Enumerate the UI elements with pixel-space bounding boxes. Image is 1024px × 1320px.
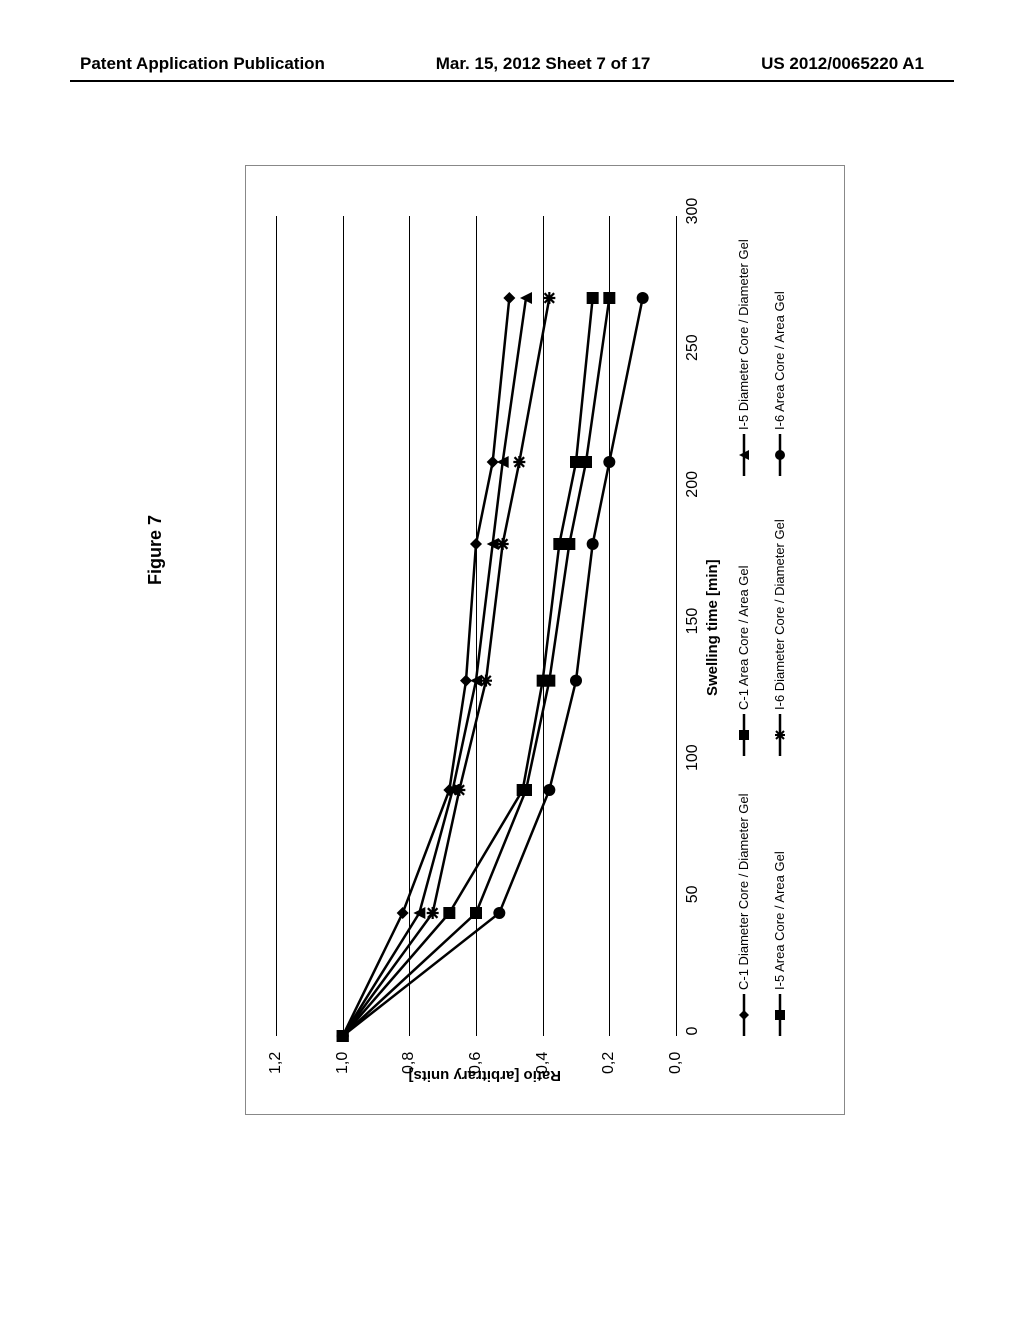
figure-caption: Figure 7 <box>145 515 166 585</box>
marker-square2-icon <box>580 456 592 468</box>
series-line <box>343 298 610 1036</box>
marker-square2-icon <box>603 292 615 304</box>
time-tick-label: 100 <box>684 738 702 778</box>
ratio-tick-label: 0,0 <box>667 1052 685 1074</box>
ratio-tick-label: 1,0 <box>334 1052 352 1074</box>
time-tick-label: 0 <box>684 1011 702 1051</box>
legend-marker-icon <box>737 434 751 476</box>
plot-area: 0,00,20,40,60,81,01,2050100150200250300 <box>276 216 676 1036</box>
header-center: Mar. 15, 2012 Sheet 7 of 17 <box>436 54 651 74</box>
time-tick-label: 50 <box>684 874 702 914</box>
marker-square-icon <box>443 907 455 919</box>
legend-marker-icon <box>773 994 787 1036</box>
header-right: US 2012/0065220 A1 <box>761 54 924 74</box>
chart-inner-landscape: 0,00,20,40,60,81,01,2050100150200250300 R… <box>246 166 846 1116</box>
marker-star-icon <box>453 784 465 796</box>
legend-item: C-1 Area Core / Area Gel <box>736 565 751 756</box>
legend-label: C-1 Diameter Core / Diameter Gel <box>736 794 751 991</box>
legend-marker-icon <box>737 714 751 756</box>
marker-square2-icon <box>543 675 555 687</box>
marker-circle-icon <box>587 538 599 550</box>
series-line <box>343 298 643 1036</box>
time-tick-label: 150 <box>684 601 702 641</box>
marker-star-icon <box>543 292 555 304</box>
marker-star-icon <box>427 907 439 919</box>
legend-label: I-6 Area Core / Area Gel <box>772 291 787 430</box>
legend-marker-icon <box>737 994 751 1036</box>
marker-diamond-icon <box>397 907 409 919</box>
legend-item: I-5 Area Core / Area Gel <box>772 851 787 1036</box>
legend-item: I-6 Diameter Core / Diameter Gel <box>772 519 787 756</box>
series-svg <box>276 216 676 1036</box>
chart-frame: 0,00,20,40,60,81,01,2050100150200250300 R… <box>245 165 845 1115</box>
marker-diamond-icon <box>470 538 482 550</box>
legend-item: I-5 Diameter Core / Diameter Gel <box>736 239 751 476</box>
ratio-axis-title: Ratio [arbitrary units] <box>408 1067 561 1084</box>
legend-item: C-1 Diameter Core / Diameter Gel <box>736 794 751 1037</box>
marker-square2-icon <box>470 907 482 919</box>
ratio-tick-label: 0,2 <box>600 1052 618 1074</box>
marker-circle-icon <box>570 675 582 687</box>
marker-circle-icon <box>493 907 505 919</box>
time-tick-label: 200 <box>684 464 702 504</box>
page-header: Patent Application Publication Mar. 15, … <box>0 54 1024 74</box>
marker-square2-icon <box>563 538 575 550</box>
legend-label: I-6 Diameter Core / Diameter Gel <box>772 519 787 710</box>
marker-star-icon <box>497 538 509 550</box>
series-line <box>343 298 550 1036</box>
marker-circle-icon <box>637 292 649 304</box>
legend-label: I-5 Diameter Core / Diameter Gel <box>736 239 751 430</box>
legend-marker-icon <box>773 434 787 476</box>
legend-marker-icon <box>773 714 787 756</box>
marker-square-icon <box>587 292 599 304</box>
marker-circle-icon <box>543 784 555 796</box>
legend-label: I-5 Area Core / Area Gel <box>772 851 787 990</box>
marker-circle-icon <box>603 456 615 468</box>
marker-star-icon <box>513 456 525 468</box>
legend-item: I-6 Area Core / Area Gel <box>772 291 787 476</box>
legend-label: C-1 Area Core / Area Gel <box>736 565 751 710</box>
time-axis-title: Swelling time [min] <box>704 559 721 696</box>
header-left: Patent Application Publication <box>80 54 325 74</box>
figure-7: Figure 7 0,00,20,40,60,81,01,20501001502… <box>185 165 845 1145</box>
marker-circle-icon <box>337 1030 349 1042</box>
time-tick-label: 300 <box>684 191 702 231</box>
marker-square2-icon <box>520 784 532 796</box>
header-rule <box>70 80 954 82</box>
marker-star-icon <box>480 675 492 687</box>
marker-diamond-icon <box>503 292 515 304</box>
time-tick-label: 250 <box>684 328 702 368</box>
gridline <box>676 216 677 1036</box>
ratio-tick-label: 1,2 <box>267 1052 285 1074</box>
